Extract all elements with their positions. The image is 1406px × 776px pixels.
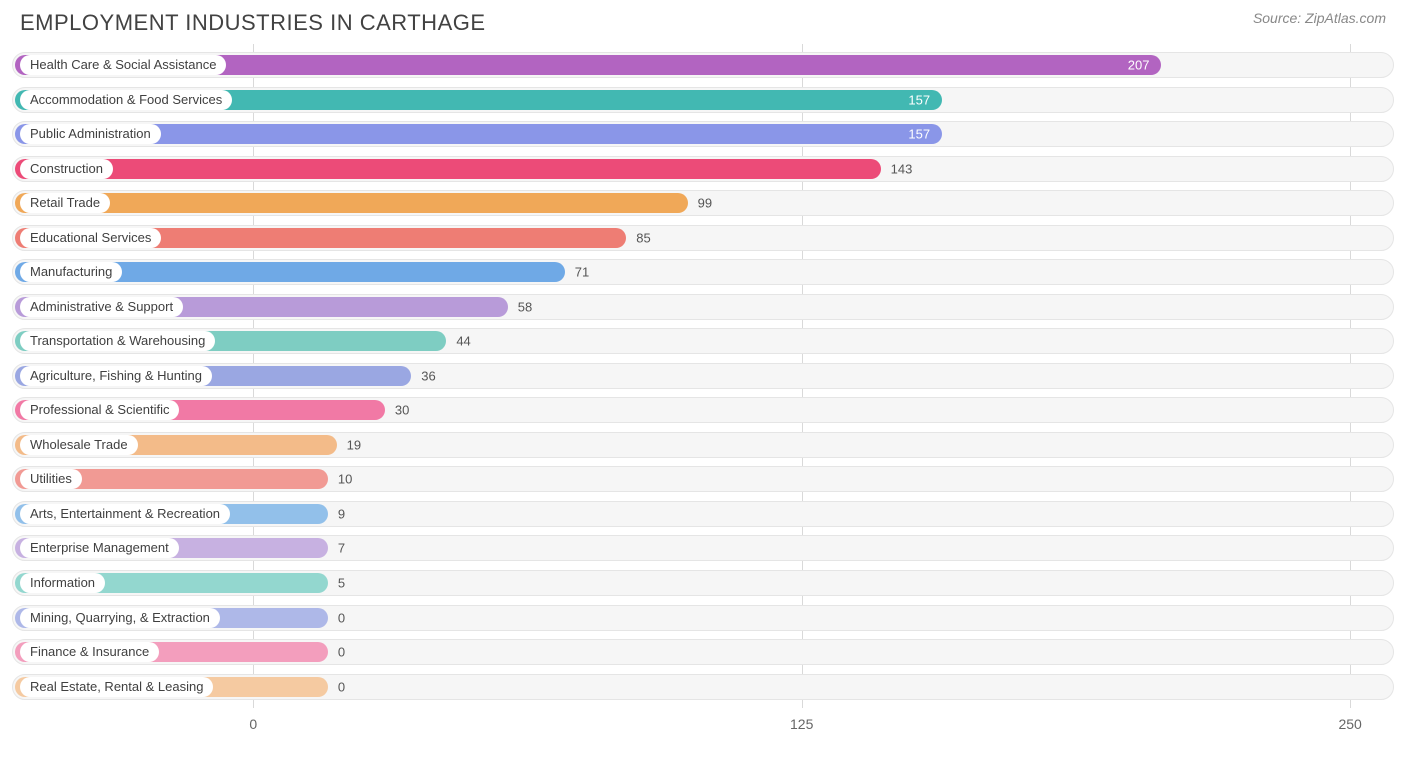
chart-title: EMPLOYMENT INDUSTRIES IN CARTHAGE	[20, 10, 486, 36]
bar-label: Wholesale Trade	[20, 435, 138, 455]
source-link[interactable]: ZipAtlas.com	[1305, 10, 1386, 26]
bar-row: Health Care & Social Assistance 207	[12, 52, 1394, 78]
bar-label: Finance & Insurance	[20, 642, 159, 662]
bar-row: Administrative & Support 58	[12, 294, 1394, 320]
bar-row: Retail Trade 99	[12, 190, 1394, 216]
bar-fill	[15, 193, 688, 213]
bar-row: Wholesale Trade 19	[12, 432, 1394, 458]
bar-label: Manufacturing	[20, 262, 122, 282]
bar-value: 9	[338, 506, 345, 521]
bar-value: 58	[518, 299, 532, 314]
bar-label: Retail Trade	[20, 193, 110, 213]
bar-row: Educational Services 85	[12, 225, 1394, 251]
bar-value: 44	[456, 334, 470, 349]
bar-fill	[15, 159, 881, 179]
bar-label: Mining, Quarrying, & Extraction	[20, 608, 220, 628]
bar-label: Administrative & Support	[20, 297, 183, 317]
bar-label: Transportation & Warehousing	[20, 331, 215, 351]
x-tick-label: 125	[790, 716, 813, 732]
bar-row: Transportation & Warehousing 44	[12, 328, 1394, 354]
bar-row: Utilities 10	[12, 466, 1394, 492]
bar-value: 0	[338, 645, 345, 660]
x-tick-label: 0	[249, 716, 257, 732]
bar-label: Public Administration	[20, 124, 161, 144]
x-axis: 0 125 250	[12, 708, 1394, 744]
bar-row: Information 5	[12, 570, 1394, 596]
chart-plot: Health Care & Social Assistance 207 Accomm…	[12, 44, 1394, 708]
chart-area: Health Care & Social Assistance 207 Accomm…	[12, 44, 1394, 744]
bar-label: Utilities	[20, 469, 82, 489]
bar-row: Real Estate, Rental & Leasing 0	[12, 674, 1394, 700]
bar-value: 7	[338, 541, 345, 556]
bar-label: Professional & Scientific	[20, 400, 179, 420]
bar-value: 30	[395, 403, 409, 418]
source-prefix: Source:	[1253, 10, 1305, 26]
bar-row: Enterprise Management 7	[12, 535, 1394, 561]
bar-row: Mining, Quarrying, & Extraction 0	[12, 605, 1394, 631]
bar-label: Construction	[20, 159, 113, 179]
bar-label: Real Estate, Rental & Leasing	[20, 677, 213, 697]
bar-value: 10	[338, 472, 352, 487]
bar-row: Accommodation & Food Services 157	[12, 87, 1394, 113]
bar-row: Agriculture, Fishing & Hunting 36	[12, 363, 1394, 389]
bar-row: Construction 143	[12, 156, 1394, 182]
bar-row: Manufacturing 71	[12, 259, 1394, 285]
bar-row: Professional & Scientific 30	[12, 397, 1394, 423]
bar-value: 0	[338, 610, 345, 625]
bar-label: Enterprise Management	[20, 538, 179, 558]
bar-label: Arts, Entertainment & Recreation	[20, 504, 230, 524]
bar-value: 71	[575, 265, 589, 280]
bar-row: Arts, Entertainment & Recreation 9	[12, 501, 1394, 527]
bar-value: 0	[338, 679, 345, 694]
bar-label: Information	[20, 573, 105, 593]
chart-header: EMPLOYMENT INDUSTRIES IN CARTHAGE Source…	[0, 0, 1406, 36]
x-tick-label: 250	[1338, 716, 1361, 732]
bar-value: 157	[908, 127, 930, 142]
bar-label: Health Care & Social Assistance	[20, 55, 226, 75]
bar-label: Accommodation & Food Services	[20, 90, 232, 110]
bar-row: Public Administration 157	[12, 121, 1394, 147]
bar-value: 5	[338, 575, 345, 590]
bar-value: 99	[698, 196, 712, 211]
bar-value: 207	[1128, 58, 1150, 73]
bar-value: 143	[891, 161, 913, 176]
bar-value: 36	[421, 368, 435, 383]
bar-value: 19	[347, 437, 361, 452]
bar-label: Educational Services	[20, 228, 161, 248]
bar-value: 85	[636, 230, 650, 245]
bar-container: Health Care & Social Assistance 207 Accomm…	[12, 44, 1394, 708]
bar-value: 157	[908, 92, 930, 107]
chart-source: Source: ZipAtlas.com	[1253, 10, 1386, 26]
bar-row: Finance & Insurance 0	[12, 639, 1394, 665]
bar-label: Agriculture, Fishing & Hunting	[20, 366, 212, 386]
